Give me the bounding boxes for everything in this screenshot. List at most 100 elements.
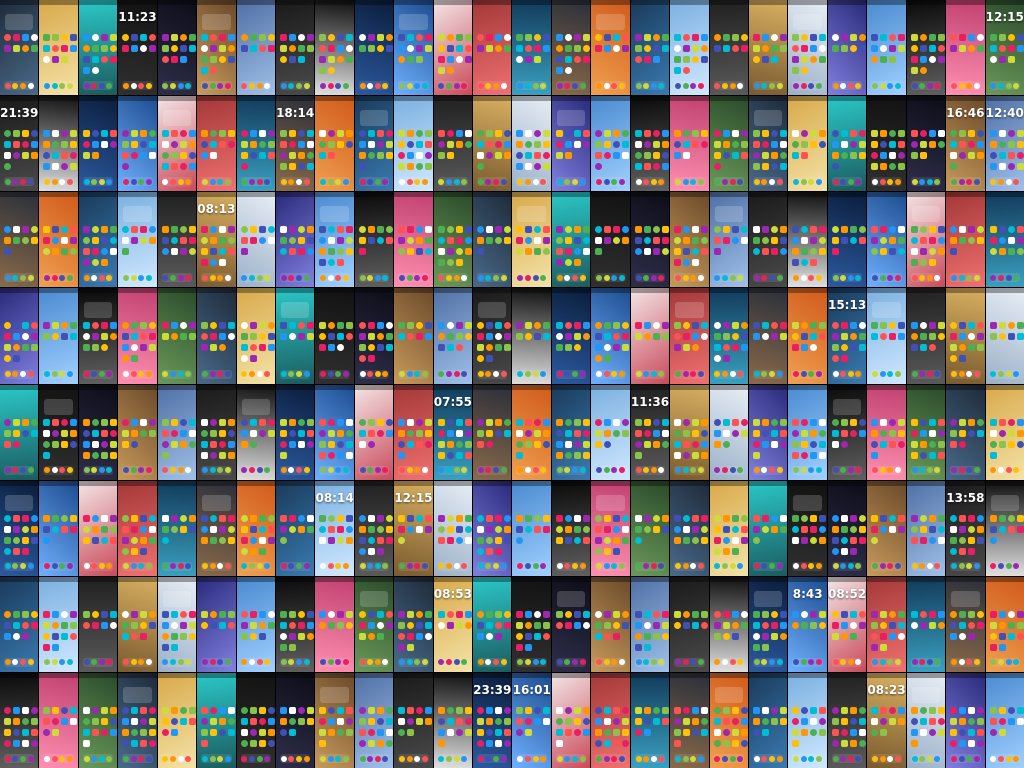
phone-screenshot-thumbnail[interactable] — [39, 0, 78, 96]
phone-screenshot-thumbnail[interactable] — [591, 480, 630, 576]
phone-screenshot-thumbnail[interactable] — [630, 192, 670, 288]
phone-screenshot-thumbnail[interactable] — [670, 288, 709, 384]
phone-screenshot-thumbnail[interactable] — [197, 480, 236, 576]
phone-screenshot-thumbnail[interactable] — [118, 384, 157, 480]
phone-screenshot-thumbnail[interactable] — [946, 288, 985, 384]
phone-screenshot-thumbnail[interactable] — [157, 0, 197, 96]
phone-screenshot-thumbnail[interactable]: 08:53 — [433, 576, 473, 672]
phone-screenshot-thumbnail[interactable] — [433, 480, 473, 576]
phone-screenshot-thumbnail[interactable] — [630, 288, 670, 384]
phone-screenshot-thumbnail[interactable]: 18:14 — [275, 96, 315, 192]
phone-screenshot-thumbnail[interactable] — [394, 384, 433, 480]
phone-screenshot-thumbnail[interactable] — [394, 192, 433, 288]
phone-screenshot-thumbnail[interactable] — [315, 576, 354, 672]
phone-screenshot-thumbnail[interactable] — [788, 192, 827, 288]
phone-screenshot-thumbnail[interactable]: 11:36 — [630, 384, 670, 480]
phone-screenshot-thumbnail[interactable] — [394, 96, 433, 192]
phone-screenshot-thumbnail[interactable] — [315, 96, 354, 192]
phone-screenshot-thumbnail[interactable] — [670, 384, 709, 480]
phone-screenshot-thumbnail[interactable] — [315, 288, 354, 384]
phone-screenshot-thumbnail[interactable] — [749, 288, 788, 384]
phone-screenshot-thumbnail[interactable] — [78, 288, 118, 384]
phone-screenshot-thumbnail[interactable] — [709, 480, 749, 576]
phone-screenshot-thumbnail[interactable] — [354, 288, 394, 384]
phone-screenshot-thumbnail[interactable] — [709, 192, 749, 288]
phone-screenshot-thumbnail[interactable] — [867, 192, 906, 288]
phone-screenshot-thumbnail[interactable] — [473, 384, 512, 480]
phone-screenshot-thumbnail[interactable] — [78, 96, 118, 192]
phone-screenshot-thumbnail[interactable] — [906, 672, 946, 768]
phone-screenshot-thumbnail[interactable] — [906, 480, 946, 576]
phone-screenshot-thumbnail[interactable] — [394, 672, 433, 768]
phone-screenshot-thumbnail[interactable] — [433, 672, 473, 768]
phone-screenshot-thumbnail[interactable] — [433, 192, 473, 288]
phone-screenshot-thumbnail[interactable] — [473, 192, 512, 288]
phone-screenshot-thumbnail[interactable] — [946, 576, 985, 672]
phone-screenshot-thumbnail[interactable] — [512, 96, 551, 192]
phone-screenshot-thumbnail[interactable] — [157, 576, 197, 672]
phone-screenshot-thumbnail[interactable] — [39, 576, 78, 672]
phone-screenshot-thumbnail[interactable] — [275, 576, 315, 672]
phone-screenshot-thumbnail[interactable] — [788, 288, 827, 384]
phone-screenshot-thumbnail[interactable] — [591, 384, 630, 480]
phone-screenshot-thumbnail[interactable] — [354, 96, 394, 192]
phone-screenshot-thumbnail[interactable] — [394, 288, 433, 384]
phone-screenshot-thumbnail[interactable] — [197, 672, 236, 768]
phone-screenshot-thumbnail[interactable]: 23:39 — [473, 672, 512, 768]
phone-screenshot-thumbnail[interactable] — [236, 192, 275, 288]
phone-screenshot-thumbnail[interactable] — [551, 192, 591, 288]
phone-screenshot-thumbnail[interactable] — [0, 0, 39, 96]
phone-screenshot-thumbnail[interactable] — [946, 192, 985, 288]
phone-screenshot-thumbnail[interactable] — [473, 0, 512, 96]
phone-screenshot-thumbnail[interactable] — [197, 288, 236, 384]
phone-screenshot-thumbnail[interactable] — [551, 672, 591, 768]
phone-screenshot-thumbnail[interactable] — [118, 576, 157, 672]
phone-screenshot-thumbnail[interactable] — [0, 192, 39, 288]
phone-screenshot-thumbnail[interactable] — [985, 576, 1024, 672]
phone-screenshot-thumbnail[interactable] — [315, 192, 354, 288]
phone-screenshot-thumbnail[interactable] — [749, 576, 788, 672]
phone-screenshot-thumbnail[interactable] — [670, 192, 709, 288]
phone-screenshot-thumbnail[interactable] — [354, 384, 394, 480]
phone-screenshot-thumbnail[interactable] — [197, 96, 236, 192]
phone-screenshot-thumbnail[interactable] — [473, 96, 512, 192]
phone-screenshot-thumbnail[interactable] — [433, 0, 473, 96]
phone-screenshot-thumbnail[interactable] — [315, 384, 354, 480]
phone-screenshot-thumbnail[interactable] — [630, 480, 670, 576]
phone-screenshot-thumbnail[interactable] — [867, 0, 906, 96]
phone-screenshot-thumbnail[interactable] — [118, 288, 157, 384]
phone-screenshot-thumbnail[interactable] — [749, 0, 788, 96]
phone-screenshot-thumbnail[interactable]: 07:55 — [433, 384, 473, 480]
phone-screenshot-thumbnail[interactable] — [709, 96, 749, 192]
phone-screenshot-thumbnail[interactable] — [551, 576, 591, 672]
phone-screenshot-thumbnail[interactable] — [512, 384, 551, 480]
phone-screenshot-thumbnail[interactable] — [394, 0, 433, 96]
phone-screenshot-thumbnail[interactable] — [788, 480, 827, 576]
phone-screenshot-thumbnail[interactable] — [709, 288, 749, 384]
phone-screenshot-thumbnail[interactable] — [749, 384, 788, 480]
phone-screenshot-thumbnail[interactable] — [315, 672, 354, 768]
phone-screenshot-thumbnail[interactable] — [512, 192, 551, 288]
phone-screenshot-thumbnail[interactable] — [39, 672, 78, 768]
phone-screenshot-thumbnail[interactable] — [591, 576, 630, 672]
phone-screenshot-thumbnail[interactable] — [749, 192, 788, 288]
phone-screenshot-thumbnail[interactable] — [867, 288, 906, 384]
phone-screenshot-thumbnail[interactable]: 15:13 — [827, 288, 867, 384]
phone-screenshot-thumbnail[interactable] — [512, 576, 551, 672]
phone-screenshot-thumbnail[interactable] — [985, 192, 1024, 288]
phone-screenshot-thumbnail[interactable] — [749, 672, 788, 768]
phone-screenshot-thumbnail[interactable] — [906, 0, 946, 96]
phone-screenshot-thumbnail[interactable] — [670, 576, 709, 672]
phone-screenshot-thumbnail[interactable]: 8:43 — [788, 576, 827, 672]
phone-screenshot-thumbnail[interactable] — [118, 480, 157, 576]
phone-screenshot-thumbnail[interactable] — [709, 0, 749, 96]
phone-screenshot-thumbnail[interactable] — [749, 480, 788, 576]
phone-screenshot-thumbnail[interactable] — [709, 384, 749, 480]
phone-screenshot-thumbnail[interactable]: 12:15 — [985, 0, 1024, 96]
phone-screenshot-thumbnail[interactable] — [275, 384, 315, 480]
phone-screenshot-thumbnail[interactable] — [0, 480, 39, 576]
phone-screenshot-thumbnail[interactable] — [827, 192, 867, 288]
phone-screenshot-thumbnail[interactable] — [906, 576, 946, 672]
phone-screenshot-thumbnail[interactable]: 21:39 — [0, 96, 39, 192]
phone-screenshot-thumbnail[interactable] — [354, 192, 394, 288]
